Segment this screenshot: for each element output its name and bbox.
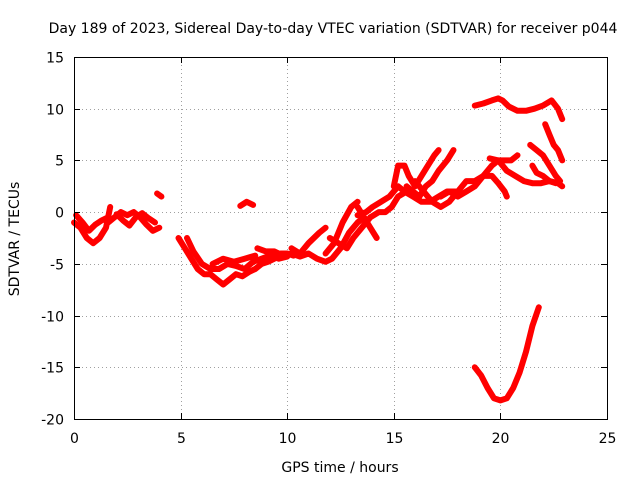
y-tick-label: -20 [41,413,64,429]
plot-frame [74,57,608,420]
y-tick-label: 0 [55,206,64,222]
x-axis-label: GPS time / hours [281,460,398,476]
sdtvar-trace-23 [529,162,559,187]
y-tick-label: -10 [41,310,64,326]
x-tick-label: 5 [177,431,186,447]
sdtvar-trace-9 [237,198,257,209]
sdtvar-trace-12 [322,198,361,257]
sdtvar-trace-18 [412,172,510,210]
sdtvar-trace-25 [471,304,542,404]
sdtvar-trace-24 [542,121,566,164]
sdtvar-trace-8 [209,252,259,267]
sdtvar-trace-13 [326,188,410,252]
sdtvar-trace-5 [154,190,165,200]
sdtvar-trace-17 [403,147,457,200]
x-tick-label: 20 [492,431,510,447]
y-tick-label: -5 [50,258,64,274]
sdtvar-trace-4 [113,210,158,229]
sdtvar-trace-2 [73,212,112,234]
x-tick-label: 15 [386,431,404,447]
sdtvar-trace-1 [71,204,114,247]
y-tick-label: 5 [55,154,64,170]
sdtvar-trace-19 [437,152,521,200]
y-tick-label: -15 [41,361,64,377]
sdtvar-trace-16 [390,147,442,190]
sdtvar-trace-7 [184,235,291,272]
sdtvar-trace-15 [354,183,459,219]
x-tick-label: 25 [599,431,617,447]
axis-ticks: 0 5 10 15 20 25 -20 -15 -10 -5 0 5 10 15 [41,51,616,448]
sdtvar-trace-20 [471,95,566,123]
y-tick-label: 10 [46,103,64,119]
sdtvar-trace-10 [254,214,367,265]
sdtvar-trace-22 [527,141,564,185]
sdtvar-trace-11 [288,224,329,257]
chart-title: Day 189 of 2023, Sidereal Day-to-day VTE… [49,21,618,37]
x-tick-label: 0 [70,431,79,447]
data-traces [71,95,566,404]
y-tick-label: 15 [46,51,64,67]
x-tick-label: 10 [279,431,297,447]
y-axis-label: SDTVAR / TECUs [7,182,23,297]
